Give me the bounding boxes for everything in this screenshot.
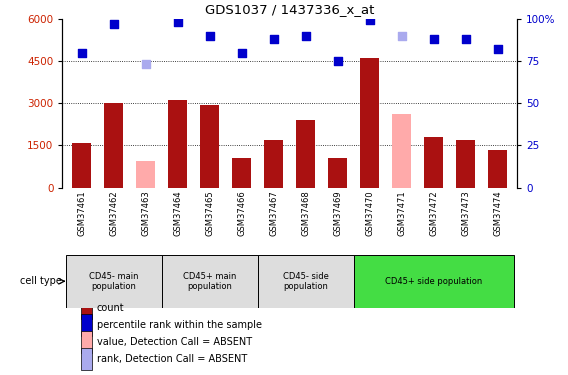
Text: CD45- main
population: CD45- main population <box>89 272 139 291</box>
Bar <box>232 158 251 188</box>
Text: CD45+ side population: CD45+ side population <box>385 277 482 286</box>
Text: count: count <box>97 303 124 313</box>
Point <box>493 46 502 52</box>
Bar <box>81 331 92 353</box>
Bar <box>200 105 219 188</box>
Point <box>301 33 310 39</box>
Point <box>109 21 118 27</box>
Bar <box>81 314 92 336</box>
Text: value, Detection Call = ABSENT: value, Detection Call = ABSENT <box>97 337 252 347</box>
Bar <box>328 158 347 188</box>
Bar <box>354 255 513 308</box>
Bar <box>456 140 475 188</box>
Bar <box>81 297 92 319</box>
Text: percentile rank within the sample: percentile rank within the sample <box>97 320 261 330</box>
Point <box>173 19 182 25</box>
Text: CD45+ main
population: CD45+ main population <box>183 272 236 291</box>
Bar <box>162 255 258 308</box>
Bar <box>392 114 411 188</box>
Bar <box>264 140 283 188</box>
Bar <box>488 150 507 188</box>
Point <box>397 33 406 39</box>
Point <box>237 50 246 55</box>
Title: GDS1037 / 1437336_x_at: GDS1037 / 1437336_x_at <box>205 3 374 16</box>
Bar <box>66 255 162 308</box>
Point <box>205 33 214 39</box>
Point <box>461 36 470 42</box>
Point <box>77 50 86 55</box>
Point <box>269 36 278 42</box>
Text: cell type: cell type <box>20 276 62 286</box>
Bar <box>360 58 379 188</box>
Bar <box>424 137 443 188</box>
Text: CD45- side
population: CD45- side population <box>283 272 329 291</box>
Bar <box>168 100 187 188</box>
Point <box>141 61 150 68</box>
Bar <box>72 142 91 188</box>
Text: rank, Detection Call = ABSENT: rank, Detection Call = ABSENT <box>97 354 247 364</box>
Point <box>429 36 438 42</box>
Bar <box>258 255 354 308</box>
Point <box>365 17 374 23</box>
Bar <box>104 103 123 188</box>
Bar <box>81 348 92 370</box>
Bar <box>136 161 155 188</box>
Point <box>333 58 343 64</box>
Bar <box>296 120 315 188</box>
